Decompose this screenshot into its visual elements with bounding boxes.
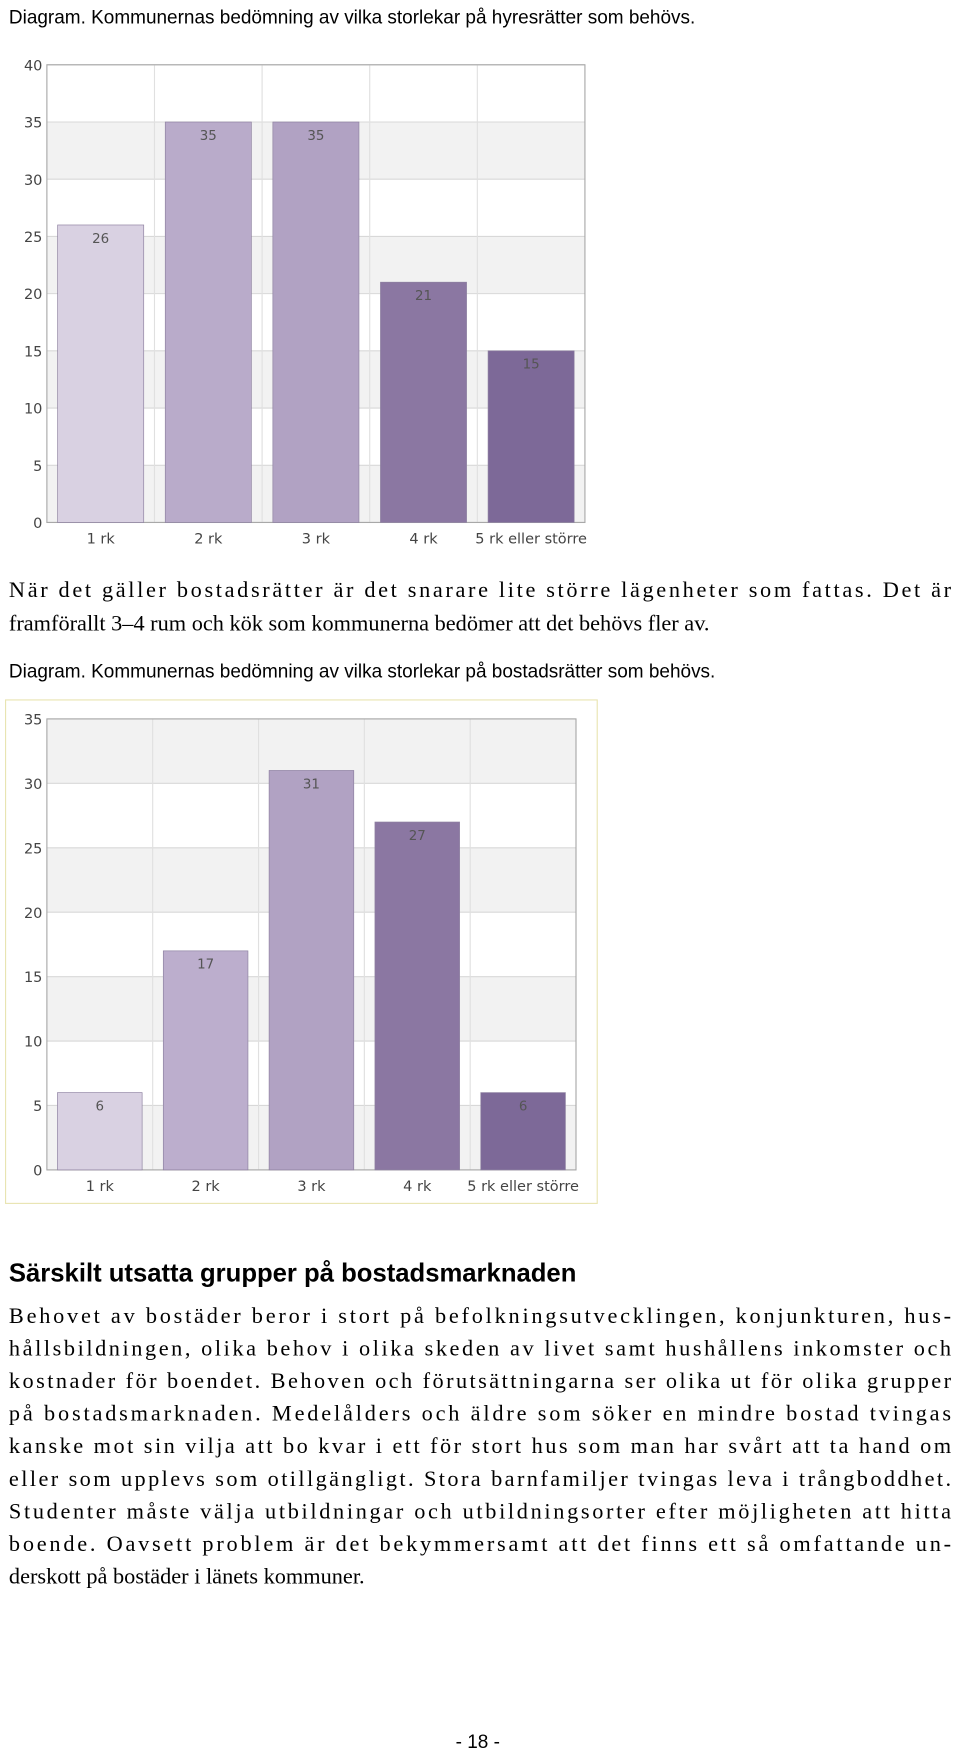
bar — [374, 821, 460, 1171]
y-tick-label: 30 — [24, 777, 42, 793]
bar — [480, 1092, 566, 1171]
y-tick-label: 25 — [24, 841, 42, 857]
x-tick-label: 2 rk — [192, 1179, 221, 1195]
x-tick-label: 3 rk — [297, 1179, 326, 1195]
paragraph-line: kanske mot sin vilja att bo kvar i ett f… — [9, 1433, 951, 1458]
bar — [162, 950, 249, 1171]
bar — [164, 121, 252, 523]
y-tick-label: 15 — [24, 344, 42, 360]
y-tick-label: 20 — [24, 287, 42, 303]
data-label: 35 — [200, 129, 217, 144]
data-label: 31 — [303, 777, 320, 792]
y-tick-label: 35 — [24, 116, 42, 132]
y-tick-label: 15 — [24, 970, 42, 986]
data-label: 6 — [96, 1099, 105, 1114]
x-tick-label: 3 rk — [302, 532, 331, 548]
section-heading: Särskilt utsatta grupper på bostadsmarkn… — [9, 1260, 576, 1288]
x-tick-label: 1 rk — [86, 1179, 115, 1195]
data-label: 21 — [415, 289, 432, 304]
x-tick-label: 5 rk eller större — [467, 1179, 579, 1195]
x-tick-label: 4 rk — [409, 532, 438, 548]
paragraph-line: Studenter måste välja utbildningar och u… — [9, 1498, 951, 1523]
y-tick-label: 0 — [33, 1163, 42, 1179]
y-tick-label: 20 — [24, 906, 42, 922]
y-tick-label: 0 — [33, 516, 42, 532]
x-tick-label: 5 rk eller större — [475, 532, 587, 548]
y-tick-label: 5 — [33, 1099, 42, 1115]
paragraph-line: boende. Oavsett problem är det bekymmers… — [9, 1531, 951, 1556]
data-label: 35 — [307, 129, 324, 144]
bar — [272, 121, 360, 523]
paragraph-line: framförallt 3–4 rum och kök som kommuner… — [9, 611, 710, 636]
y-tick-label: 25 — [24, 230, 42, 246]
bar — [57, 224, 145, 523]
y-tick-label: 10 — [24, 402, 42, 418]
caption: Diagram. Kommunernas bedömning av vilka … — [9, 662, 715, 683]
page-number: - 18 - — [456, 1732, 500, 1753]
data-label: 15 — [523, 358, 540, 373]
data-label: 26 — [92, 232, 109, 247]
paragraph-line: derskott på bostäder i länets kommuner. — [9, 1564, 365, 1589]
x-tick-label: 2 rk — [194, 532, 223, 548]
bar — [380, 281, 467, 523]
caption: Diagram. Kommunernas bedömning av vilka … — [9, 7, 695, 28]
data-label: 27 — [409, 829, 426, 844]
data-label: 17 — [197, 958, 214, 973]
paragraph-line: eller som upplevs som otillgängligt. Sto… — [9, 1466, 951, 1491]
paragraph-line: på bostadsmarknaden. Medelålders och äld… — [9, 1401, 951, 1426]
paragraph-line: När det gäller bostadsrätter är det snar… — [9, 577, 952, 602]
bar — [487, 350, 575, 523]
y-tick-label: 5 — [33, 459, 42, 475]
y-tick-label: 30 — [24, 173, 42, 189]
paragraph-line: hållsbildningen, olika behov i olika ske… — [9, 1335, 951, 1360]
x-tick-label: 1 rk — [87, 532, 116, 548]
x-tick-label: 4 rk — [403, 1179, 432, 1195]
y-tick-label: 10 — [24, 1035, 42, 1051]
y-tick-label: 35 — [24, 713, 42, 729]
bar — [268, 770, 355, 1171]
paragraph-line: kostnader för boendet. Behoven och förut… — [9, 1368, 952, 1393]
y-tick-label: 40 — [24, 58, 42, 74]
data-label: 6 — [519, 1099, 528, 1114]
paragraph-line: Behovet av bostäder beror i stort på bef… — [9, 1303, 951, 1328]
bar — [57, 1092, 143, 1171]
